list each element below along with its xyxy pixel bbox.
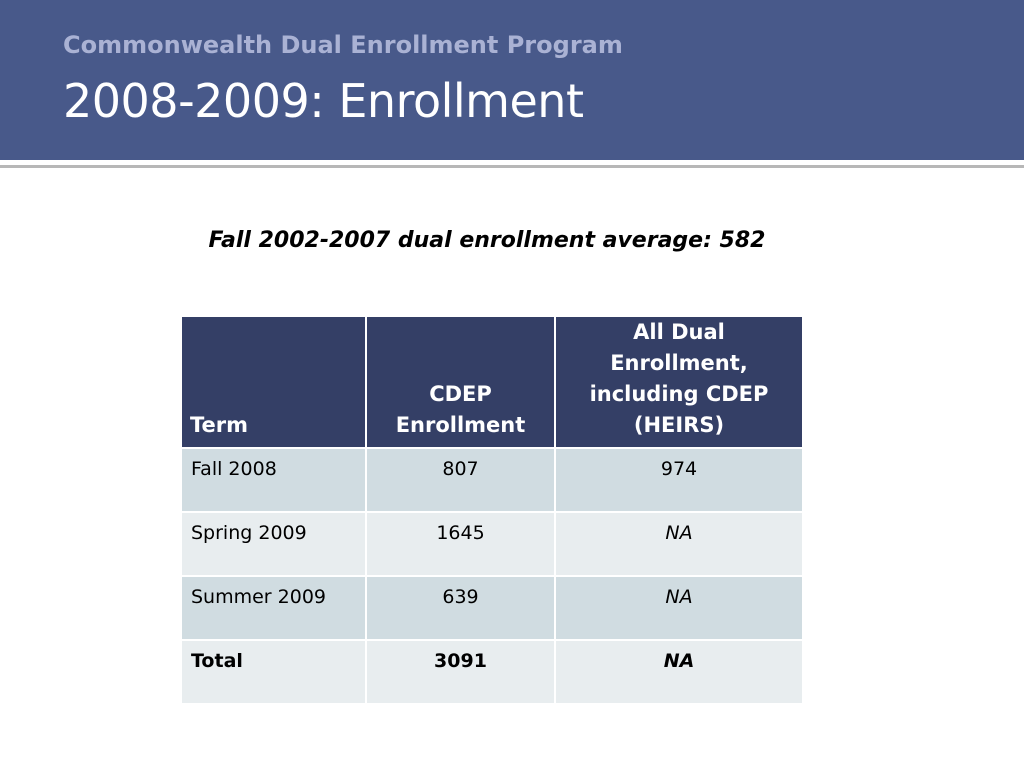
cell-all-dual-enrollment: NA [554,511,804,577]
cell-term: Fall 2008 [180,447,367,513]
cell-cdep-enrollment: 1645 [365,511,556,577]
table-row: Spring 2009 1645 NA [180,511,804,577]
cell-all-dual-enrollment: NA [554,575,804,641]
cell-cdep-enrollment: 639 [365,575,556,641]
slide-subtitle: Commonwealth Dual Enrollment Program [63,31,623,59]
cell-all-dual-enrollment: 974 [554,447,804,513]
header-band [0,0,1024,160]
cell-cdep-enrollment: 807 [365,447,556,513]
column-header-all-line1: All Dual Enrollment, [610,320,748,375]
average-note: Fall 2002-2007 dual enrollment average: … [208,228,766,253]
table-row: Fall 2008 807 974 [180,447,804,513]
column-header-cdep-enrollment: CDEP Enrollment [365,315,556,449]
table-row: Summer 2009 639 NA [180,575,804,641]
header-divider [0,160,1024,163]
table-row-total: Total 3091 NA [180,639,804,705]
table-header-row: Term CDEP Enrollment All Dual Enrollment… [180,315,804,449]
cell-all-dual-enrollment: NA [554,639,804,705]
slide-title: 2008-2009: Enrollment [63,74,584,128]
column-header-all-dual-enrollment: All Dual Enrollment, including CDEP (HEI… [554,315,804,449]
cell-cdep-enrollment: 3091 [365,639,556,705]
cell-term: Spring 2009 [180,511,367,577]
cell-term: Total [180,639,367,705]
enrollment-table: Term CDEP Enrollment All Dual Enrollment… [180,315,804,705]
column-header-all-line3: (HEIRS) [633,413,725,437]
header-divider-shadow [0,165,1024,168]
cell-term: Summer 2009 [180,575,367,641]
column-header-cdep-line1: CDEP [429,382,492,406]
column-header-all-line2: including CDEP [589,382,769,406]
column-header-term: Term [180,315,367,449]
column-header-cdep-line2: Enrollment [395,413,526,437]
column-header-term-label: Term [190,413,249,437]
